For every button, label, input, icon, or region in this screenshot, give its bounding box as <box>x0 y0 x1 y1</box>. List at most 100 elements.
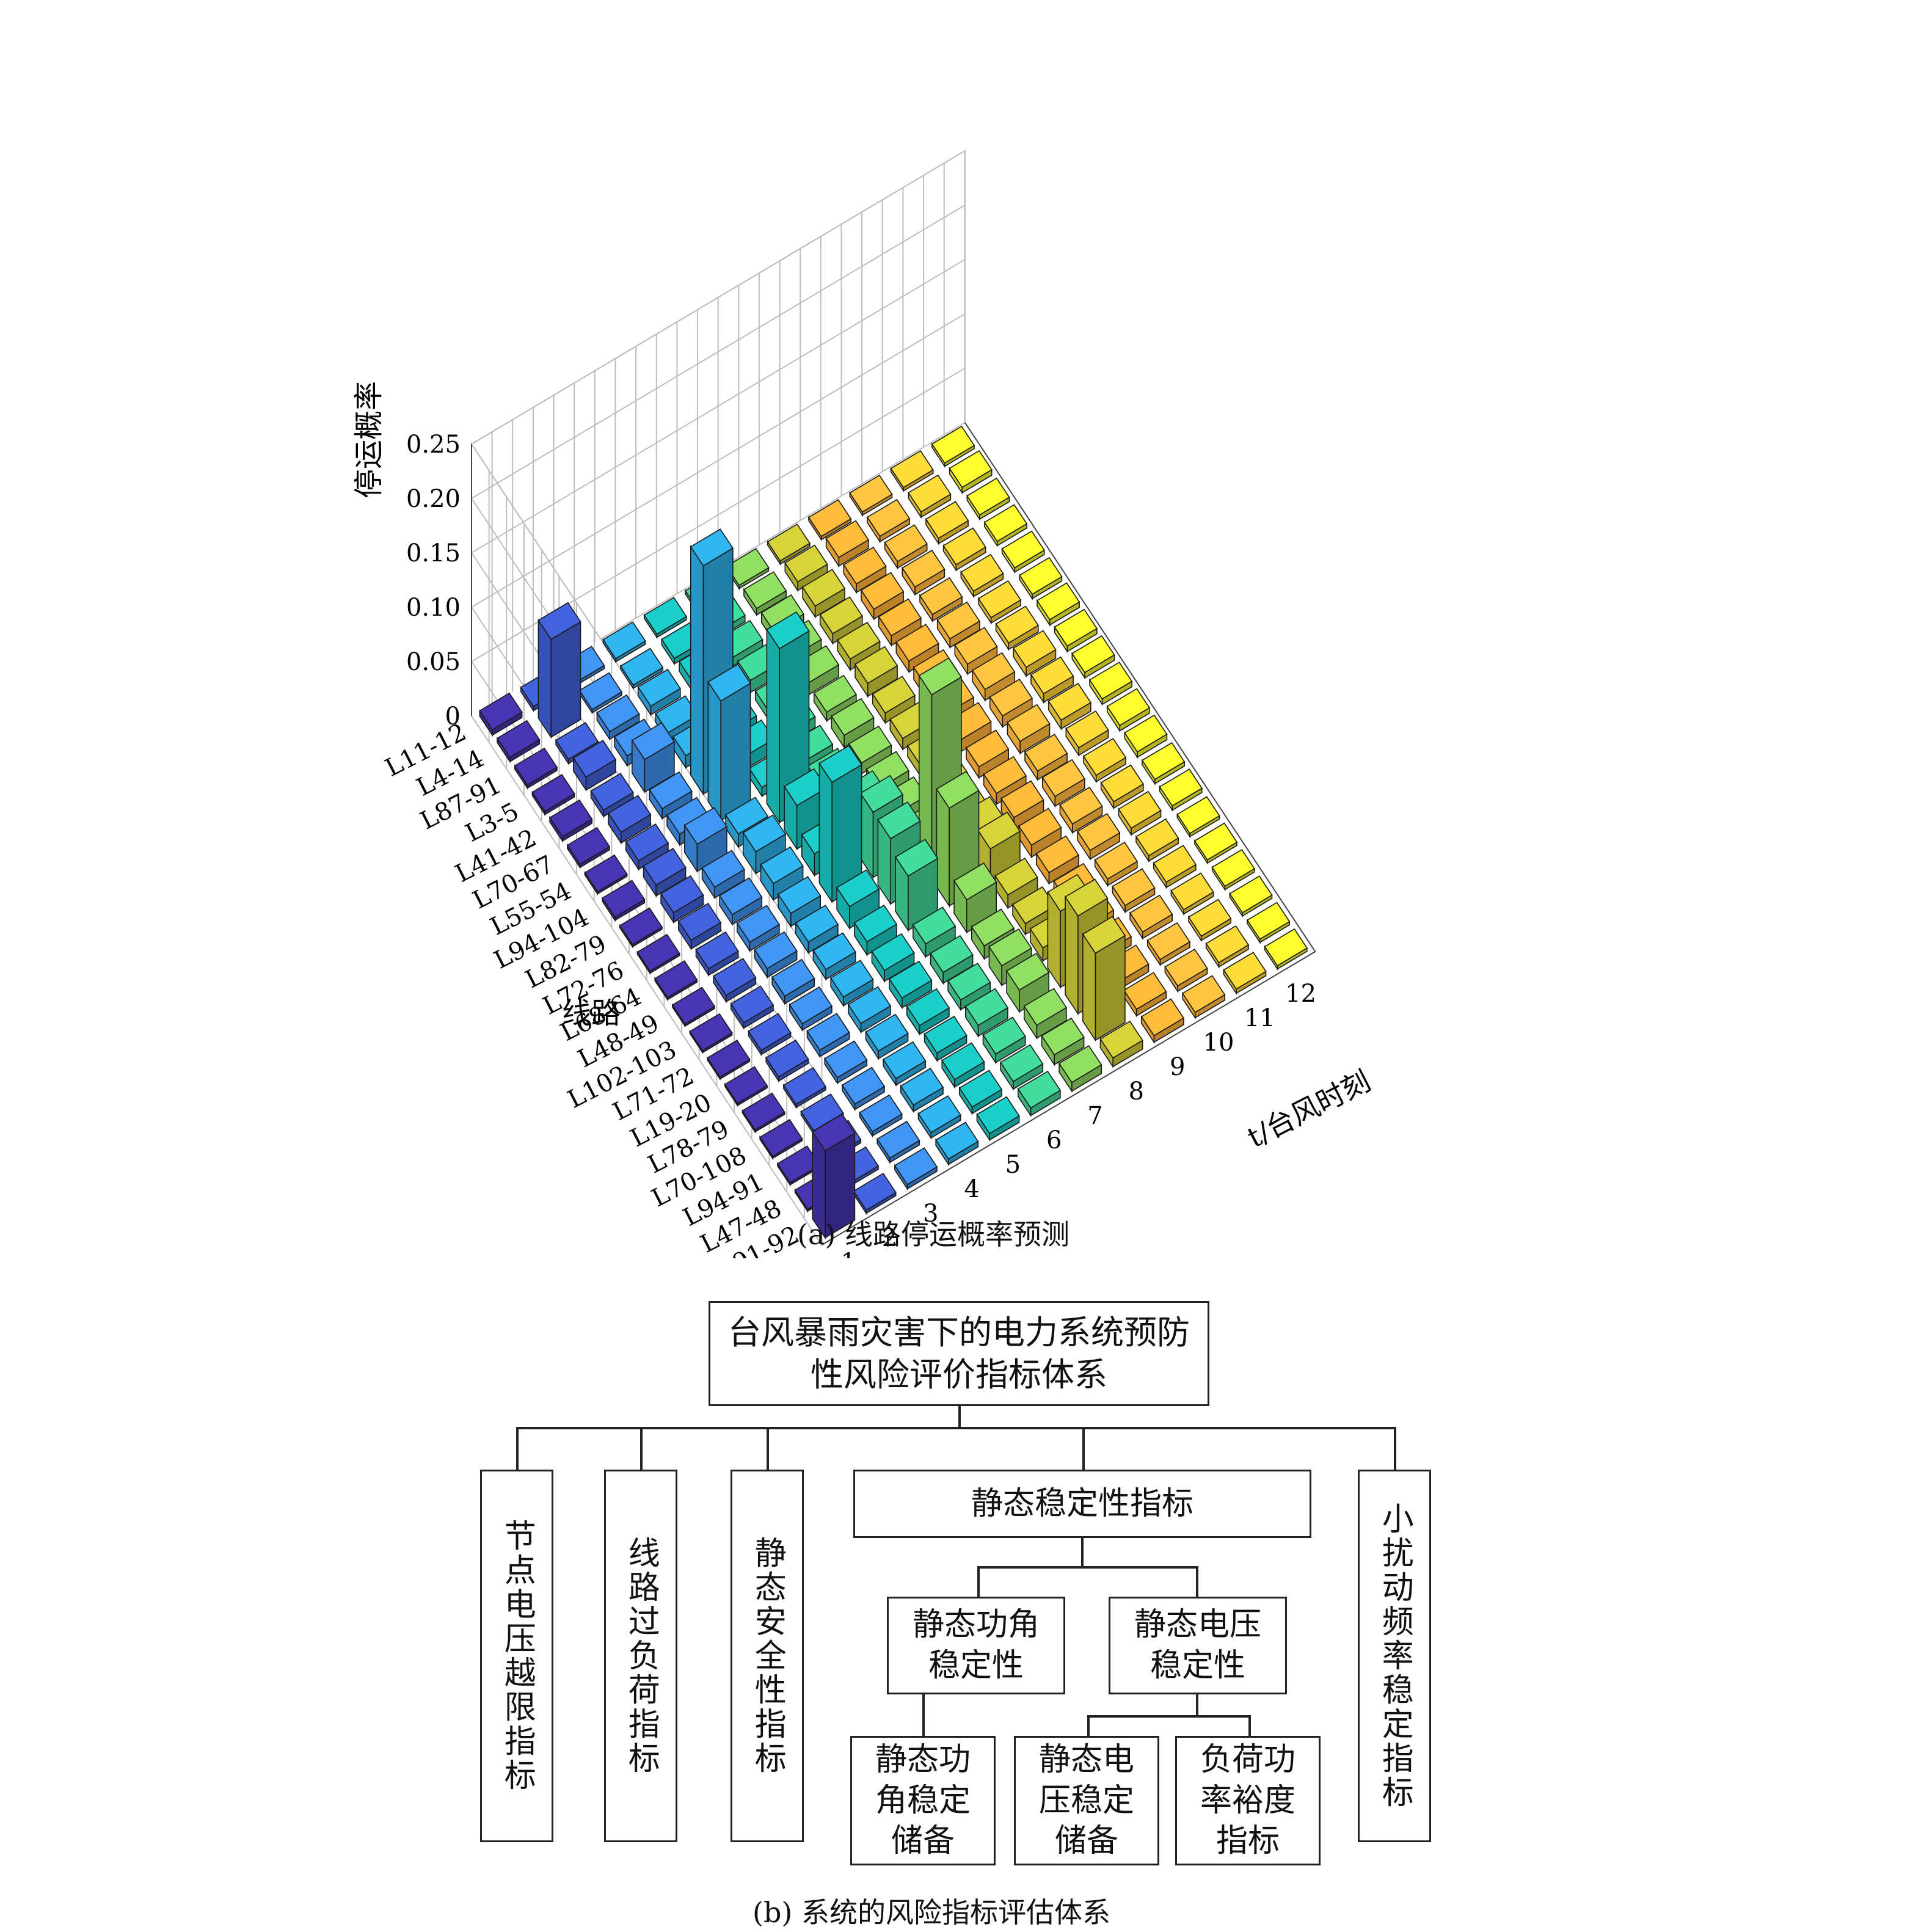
connector <box>1087 1715 1090 1737</box>
connector <box>767 1427 769 1471</box>
bar-L68-64-t4 <box>777 876 822 928</box>
bar-L72-76-t2 <box>677 903 722 951</box>
bar-L94-104-t12 <box>1054 608 1098 654</box>
bar-L47-48-t4 <box>917 1095 961 1140</box>
load-margin-box: 负荷功 率裕度 指标 <box>1175 1736 1321 1865</box>
bar-L72-76-t12 <box>1088 662 1133 706</box>
bar-L70-108-t4 <box>883 1041 927 1087</box>
bar-L78-79-t2 <box>782 1066 827 1109</box>
bar-L48-49-t12 <box>1124 714 1168 759</box>
bar-L47-48-t11 <box>1205 925 1250 969</box>
bar-L94-91-t11 <box>1187 899 1232 942</box>
bar-L91-92-t5 <box>976 1096 1020 1142</box>
bar-L102-103-t11 <box>1100 764 1144 810</box>
bar-L72-76-t3 <box>718 877 763 927</box>
bar-L19-20-t11 <box>1135 818 1179 863</box>
bar-L82-79-t3 <box>701 850 745 900</box>
bar-L19-20-t4 <box>847 986 892 1034</box>
floor-edge <box>821 422 1316 1245</box>
bar-L72-76-t11 <box>1048 682 1091 731</box>
connector <box>1082 1427 1085 1471</box>
bar-L71-72-t1 <box>707 1040 751 1081</box>
bar-L94-91-t3 <box>859 1094 903 1138</box>
bar-L91-92-t6 <box>1017 1070 1062 1118</box>
bar-L94-91-t4 <box>900 1068 944 1114</box>
bar-L11-12-t11 <box>890 450 934 493</box>
bar-L91-92-t9 <box>1140 998 1185 1044</box>
bar-L48-49-t4 <box>795 905 839 955</box>
bar-L41-42-t1 <box>548 799 593 843</box>
caption-a: (a) 线路停运概率预测 <box>797 1218 1069 1251</box>
bar-L94-104-t3 <box>683 807 728 873</box>
bar-L71-72-t5 <box>871 933 915 983</box>
bar-L78-79-t11 <box>1153 845 1197 889</box>
bar-L91-92-t3 <box>894 1147 938 1191</box>
bar-L3-5-t11 <box>942 527 986 572</box>
bar-L82-79-t12 <box>1071 635 1115 680</box>
time-tick-label: 8 <box>1129 1077 1144 1106</box>
connector <box>1081 1538 1084 1567</box>
time-tick-label: 4 <box>964 1175 979 1203</box>
time-tick-label: 2 <box>882 1224 897 1252</box>
connector <box>1394 1427 1396 1471</box>
bar-L3-5-t12 <box>983 504 1028 548</box>
line-overload-box: 线路过负荷指标 <box>604 1470 677 1842</box>
bar-L94-104-t1 <box>602 880 646 922</box>
bar-L19-20-t3 <box>806 1013 850 1059</box>
bar-L48-49-t3 <box>754 931 798 979</box>
bar-L70-108-t10 <box>1129 894 1173 941</box>
bar-L19-20-t2 <box>765 1039 809 1083</box>
bar-L11-12-t1 <box>479 692 523 737</box>
bar-L3-5-t9 <box>860 572 905 621</box>
bar-L70-67-t12 <box>1019 556 1063 600</box>
voltage-stability-box: 静态电压 稳定性 <box>1109 1597 1287 1694</box>
bar-L70-67-t1 <box>566 826 611 869</box>
bar-L94-91-t6 <box>982 1016 1026 1065</box>
bar-L71-72-t2 <box>748 1013 792 1057</box>
bar-L70-67-t8 <box>854 646 898 698</box>
bar-L70-67-t9 <box>895 624 939 674</box>
bar-L82-79-t11 <box>1030 656 1074 704</box>
bar-L91-92-t7 <box>1058 1045 1102 1093</box>
root-box: 台风暴雨灾害下的电力系统预防 性风险评价指标体系 <box>709 1301 1209 1406</box>
bar3d-chart: 00.050.100.150.200.25停运概率L11-12L4-14L87-… <box>352 150 1376 1258</box>
bar-L4-14-t10 <box>866 498 911 544</box>
bar-L48-49-t11 <box>1082 738 1127 784</box>
bar-L102-103-t10 <box>1059 786 1103 834</box>
angle-reserve-box: 静态功 角稳定 储备 <box>850 1736 996 1865</box>
bar-L48-49-t2 <box>713 958 757 1004</box>
bar-L70-108-t12 <box>1211 848 1255 892</box>
bar-L78-79-t6 <box>947 963 991 1012</box>
time-tick-label: 9 <box>1170 1053 1185 1081</box>
static-security-box: 静态安全性指标 <box>731 1470 804 1842</box>
bar-L3-5-t8 <box>819 596 863 646</box>
bar-L47-48-t8 <box>1082 916 1126 1042</box>
bar-L94-104-t2 <box>643 847 687 898</box>
bar-L91-92-t1 <box>812 1114 856 1240</box>
bar-L94-104-t11 <box>1013 630 1057 678</box>
z-axis-label: 停运概率 <box>352 381 386 498</box>
bar-L68-64-t1 <box>654 960 698 1002</box>
bar-L91-92-t10 <box>1181 975 1226 1019</box>
chart-bars <box>479 426 1308 1240</box>
bar-L68-64-t2 <box>695 931 739 977</box>
connector <box>958 1406 961 1428</box>
bar-L55-54-t1 <box>584 854 628 896</box>
bar-L71-72-t7 <box>953 862 997 935</box>
bar-L4-14-t4 <box>619 647 664 690</box>
time-tick-label: 1 <box>840 1249 856 1258</box>
connector <box>640 1427 643 1471</box>
z-tick-label: 0.10 <box>406 594 461 622</box>
time-tick-label: 3 <box>923 1200 938 1228</box>
bar-L70-108-t11 <box>1170 872 1214 916</box>
bar-L87-91-t10 <box>884 524 928 570</box>
bar-L91-92-t4 <box>935 1121 979 1167</box>
bar-L19-20-t12 <box>1176 796 1220 839</box>
bar-L55-54-t4 <box>707 663 751 823</box>
bar-L68-64-t12 <box>1106 688 1150 733</box>
bar-L4-14-t2 <box>537 602 581 739</box>
time-tick-label: 10 <box>1203 1029 1234 1057</box>
bar-L55-54-t8 <box>872 676 916 725</box>
bar-L94-91-t7 <box>1023 988 1068 1040</box>
bar-L71-72-t11 <box>1118 790 1162 837</box>
